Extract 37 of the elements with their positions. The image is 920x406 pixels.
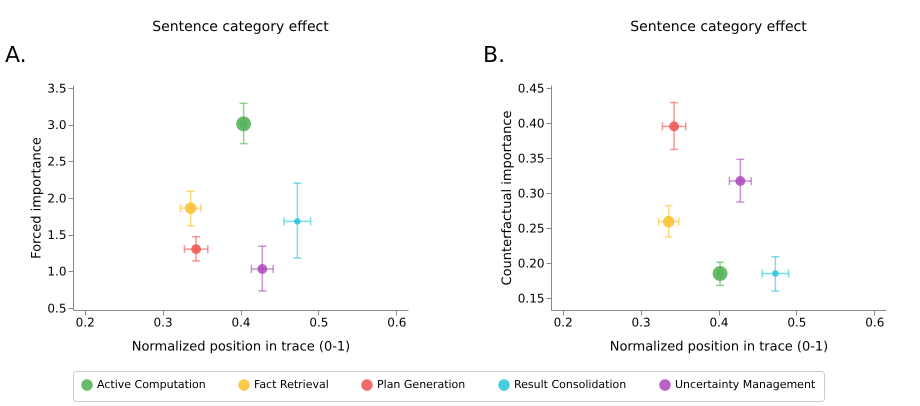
x-tick-label: 0.3 — [632, 316, 651, 330]
x-tick-label: 0.5 — [309, 316, 328, 330]
legend-label: Uncertainty Management — [675, 378, 816, 391]
legend-label: Fact Retrieval — [254, 378, 329, 391]
y-tick-label: 0.45 — [518, 81, 544, 96]
legend-label: Result Consolidation — [514, 378, 626, 391]
y-tick-label: 0.15 — [518, 292, 544, 306]
text: B. — [483, 43, 506, 68]
legend-label: Active Computation — [97, 378, 206, 391]
x-tick-label: 0.6 — [865, 316, 884, 330]
x-axis-title: Normalized position in trace (0-1) — [610, 340, 828, 354]
y-tick-label: 0.5 — [47, 301, 66, 316]
y-tick-label: 2.0 — [47, 191, 66, 206]
x-tick-label: 0.4 — [709, 316, 729, 330]
x-tick-label: 0.2 — [554, 316, 573, 330]
y-tick-label: 1.5 — [47, 228, 66, 242]
chart-title: Sentence category effect — [630, 19, 808, 35]
chart-title: Sentence category effect — [152, 19, 330, 35]
x-tick-label: 0.4 — [231, 316, 251, 330]
x-tick-label: 0.3 — [154, 316, 173, 330]
legend-label: Plan Generation — [377, 378, 466, 391]
y-tick-label: 0.25 — [518, 221, 544, 236]
x-tick-label: 0.5 — [787, 316, 806, 330]
y-tick-label: 3.0 — [47, 118, 66, 132]
y-tick-label: 2.5 — [47, 154, 66, 169]
y-tick-label: 0.35 — [518, 151, 544, 166]
x-tick-label: 0.6 — [387, 316, 406, 330]
text: A. — [5, 43, 27, 68]
x-tick-label: 0.2 — [76, 316, 95, 330]
x-axis-title: Normalized position in trace (0-1) — [132, 340, 350, 354]
y-tick-label: 0.40 — [518, 116, 544, 130]
y-axis-title: Counterfactual importance — [500, 110, 515, 286]
y-tick-label: 1.0 — [47, 264, 66, 279]
y-tick-label: 3.5 — [47, 81, 66, 96]
y-axis-title: Forced importance — [29, 137, 44, 259]
y-tick-label: 0.20 — [518, 256, 544, 271]
y-tick-label: 0.30 — [518, 186, 544, 200]
